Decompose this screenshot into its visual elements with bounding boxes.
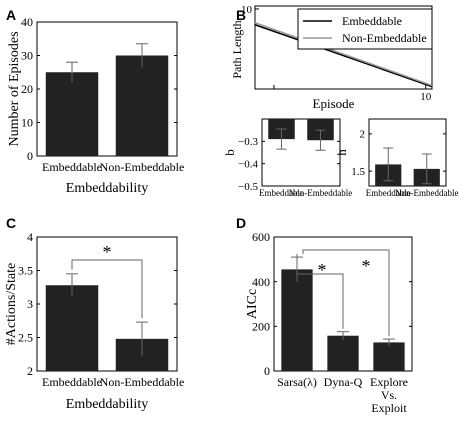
chart-a-category-label: Non-Embeddable (100, 160, 185, 174)
chart-c-xlabel: Embeddability (66, 397, 148, 412)
chart-d-category-label: Sarsa(λ) (277, 375, 317, 389)
chart-d-significance-bracket (302, 249, 390, 337)
chart-c-ytick-label: 4 (27, 230, 33, 244)
chart-c-ylabel: #Actions/State (4, 263, 19, 345)
chart-b-bottom-left-ytick-label: −0.4 (238, 159, 258, 171)
chart-d-category-label: Explore (370, 375, 408, 389)
chart-a-category-label: Embeddable (42, 160, 102, 174)
panel-letter-b: B (236, 7, 246, 23)
chart-d-ytick-label: 0 (264, 364, 270, 378)
chart-b-bottom-right-axes-frame (368, 118, 447, 187)
chart-c-ytick-label: 3.5 (18, 264, 33, 278)
chart-b-bottom-left-category-label: Non-Embeddable (289, 188, 352, 198)
chart-d-category-label: Vs. (381, 388, 397, 402)
chart-b-bottom-left-bar (307, 119, 334, 141)
chart-a-ylabel: Number of Episodes (7, 31, 22, 146)
chart-b-bottom-left-ytick-label: −0.5 (238, 181, 258, 193)
chart-a-ytick-label: 30 (21, 49, 33, 63)
chart-b-bottom-left-category-label: Embeddable (259, 188, 304, 198)
chart-b-top-xlabel: Episode (313, 96, 355, 111)
chart-b-top-series-line (254, 24, 433, 88)
chart-d-significance-star: * (318, 260, 327, 280)
panel-letter-a: A (6, 7, 16, 23)
chart-c-significance-bracket (71, 259, 143, 319)
chart-d-bar (327, 335, 359, 371)
chart-c-ytick-label: 2.5 (18, 331, 33, 345)
chart-b-bottom-right-ylabel: h (334, 149, 349, 156)
chart-b-bottom-right-ytick-label: 2 (360, 129, 366, 141)
chart-b-bottom-left-ytick-label: −0.3 (238, 136, 258, 148)
chart-d-ytick-label: 200 (252, 320, 270, 334)
chart-d-category-label: Dyna-Q (324, 375, 363, 389)
chart-b-bottom-right-category-label: Embeddable (366, 188, 411, 198)
chart-a-ytick-label: 0 (27, 149, 33, 163)
chart-d-ylabel: AICc (245, 289, 260, 319)
chart-d-ytick-label: 600 (252, 230, 270, 244)
chart-c-category-label: Embeddable (42, 375, 102, 389)
chart-b-bottom-left-axes-frame (261, 118, 341, 187)
chart-d-significance-bracket (296, 254, 344, 329)
chart-a-xlabel: Embeddability (66, 181, 148, 196)
panel-letter-d: D (236, 215, 246, 231)
chart-b-bottom-left-ylabel: b (222, 149, 237, 156)
chart-c-bar (45, 285, 99, 371)
chart-a-bar (45, 72, 99, 156)
chart-d-bar (373, 342, 405, 371)
chart-a-bar (115, 55, 169, 156)
chart-d-category-label: Exploit (371, 401, 407, 415)
chart-a-ytick-label: 20 (21, 82, 33, 96)
panel-letter-c: C (6, 215, 16, 231)
chart-b-bottom-right-ytick-label: 1.5 (351, 166, 365, 178)
chart-d-bar (281, 269, 313, 371)
chart-b-top-legend-box (297, 8, 433, 50)
chart-c-ytick-label: 3 (27, 297, 33, 311)
chart-d-significance-star: * (362, 256, 371, 276)
chart-c-category-label: Non-Embeddable (100, 375, 185, 389)
chart-b-top-legend-label: Embeddable (342, 14, 402, 28)
chart-b-top-ylabel: Path Length (230, 20, 244, 78)
chart-b-top-legend-label: Non-Embeddable (342, 31, 427, 45)
chart-c-significance-star: * (103, 242, 112, 262)
chart-b-top-series-line (254, 22, 433, 87)
chart-a-ytick-label: 10 (21, 116, 33, 130)
chart-b-top-ytick-label: 10 (241, 4, 253, 16)
chart-b-bottom-right-category-label: Non-Embeddable (395, 188, 458, 198)
chart-c-ytick-label: 2 (27, 364, 33, 378)
chart-b-top-xtick-label: 10 (420, 91, 432, 103)
chart-d-ytick-label: 400 (252, 275, 270, 289)
chart-a-ytick-label: 40 (21, 15, 33, 29)
